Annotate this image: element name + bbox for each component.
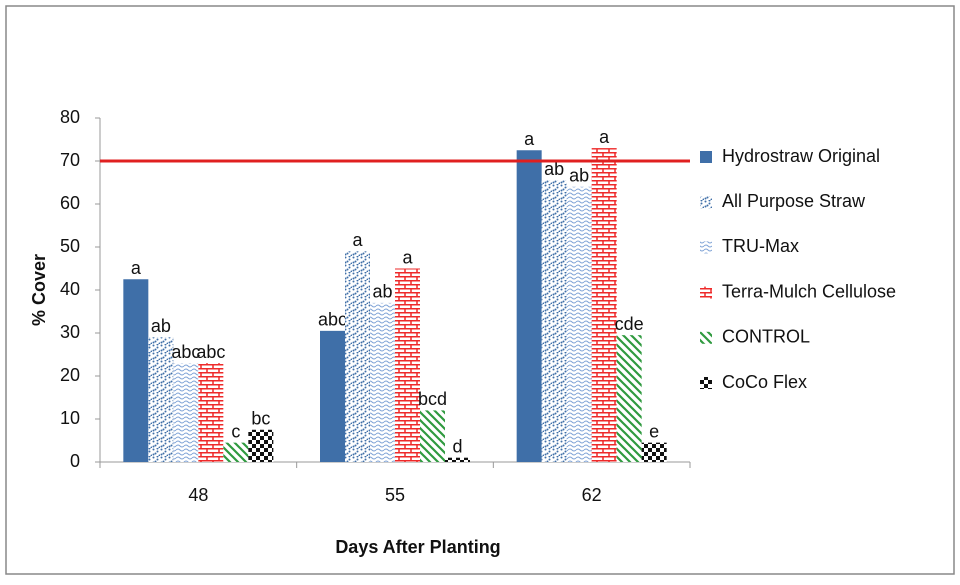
bar-letter: abc	[171, 342, 200, 362]
y-tick-label: 60	[60, 193, 80, 213]
bar	[566, 186, 592, 463]
bar-letter: bc	[251, 409, 270, 429]
bar-letter: ab	[569, 166, 589, 186]
bar-letter: c	[231, 421, 240, 441]
bar-letter: ab	[544, 159, 564, 179]
bar-letter: a	[599, 127, 610, 147]
bar	[198, 363, 224, 462]
y-tick-label: 10	[60, 408, 80, 428]
y-tick-label: 80	[60, 107, 80, 127]
bar-letter: ab	[151, 316, 171, 336]
bar	[370, 302, 395, 462]
bar-letter: a	[131, 258, 142, 278]
legend-label: Terra-Mulch Cellulose	[722, 281, 896, 301]
bar	[541, 180, 567, 462]
bar	[395, 268, 420, 462]
bar	[420, 410, 445, 462]
bar	[516, 150, 542, 462]
x-axis-label: Days After Planting	[335, 537, 500, 557]
bar-letter: a	[352, 230, 363, 250]
x-tick-label: 48	[188, 485, 208, 505]
legend-label: TRU-Max	[722, 236, 799, 256]
legend-swatch	[700, 286, 712, 299]
bar	[345, 251, 370, 462]
legend-swatch	[700, 331, 712, 344]
legend-swatch	[700, 196, 712, 209]
bar	[591, 148, 617, 462]
bar-letter: a	[402, 247, 413, 267]
bar	[173, 363, 199, 462]
bar	[148, 337, 174, 462]
y-tick-label: 50	[60, 236, 80, 256]
bar	[616, 335, 642, 462]
bar-letter: a	[524, 129, 535, 149]
bar	[320, 330, 345, 462]
bar-letter: cde	[615, 314, 644, 334]
y-axis-label: % Cover	[29, 254, 49, 326]
bar	[123, 279, 149, 462]
x-tick-label: 55	[385, 485, 405, 505]
bar-letter: abc	[318, 310, 347, 330]
legend-swatch	[700, 151, 712, 163]
bar-letter: d	[452, 436, 462, 456]
bar	[641, 442, 667, 462]
x-tick-label: 62	[582, 485, 602, 505]
chart-border	[5, 5, 955, 575]
legend-label: CONTROL	[722, 327, 810, 347]
y-tick-label: 0	[70, 451, 80, 471]
legend-label: Hydrostraw Original	[722, 146, 880, 166]
bar-letter: bcd	[418, 389, 447, 409]
bar	[223, 442, 249, 462]
bar	[445, 457, 470, 462]
bar	[248, 429, 274, 462]
legend-swatch	[700, 241, 712, 254]
legend-label: All Purpose Straw	[722, 191, 866, 211]
legend-label: CoCo Flex	[722, 372, 807, 392]
y-tick-label: 40	[60, 279, 80, 299]
legend-swatch	[700, 377, 712, 389]
bar-letter: e	[649, 421, 659, 441]
y-tick-label: 20	[60, 365, 80, 385]
y-tick-label: 70	[60, 150, 80, 170]
bar-letter: abc	[196, 342, 225, 362]
y-tick-label: 30	[60, 322, 80, 342]
bar-letter: ab	[372, 282, 392, 302]
